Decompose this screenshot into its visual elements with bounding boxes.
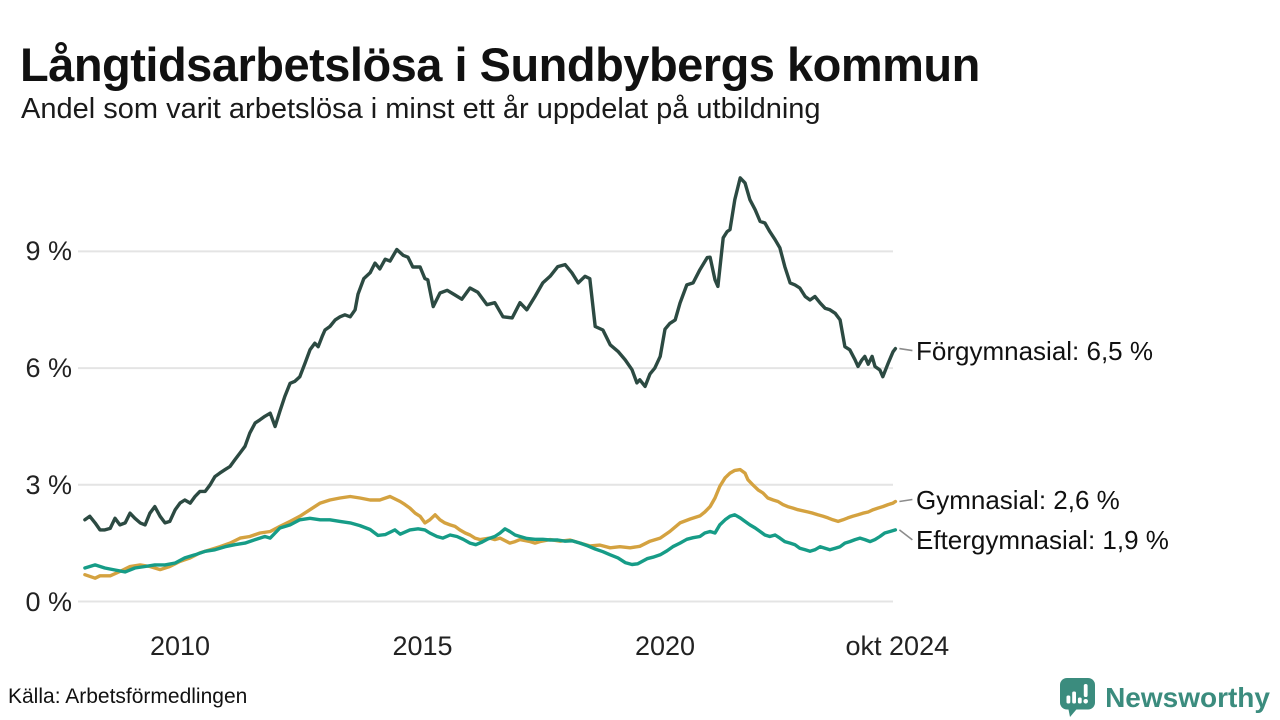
y-tick-label-0: 0 % [25, 586, 72, 617]
newsworthy-wordmark: Newsworthy [1105, 681, 1270, 713]
series-line-forgymnasial [83, 176, 898, 532]
newsworthy-logo-icon [1060, 678, 1096, 717]
x-tick-label-2010: 2010 [149, 631, 211, 661]
series-end-label-gymnasial: Gymnasial: 2,6 % [916, 484, 1120, 515]
x-tick-label-okt-2024: okt 2024 [845, 631, 950, 661]
y-tick-label-9: 9 % [25, 236, 72, 267]
newsworthy-brand: Newsworthy [1059, 677, 1270, 718]
source-note: Källa: Arbetsförmedlingen [8, 685, 248, 708]
label-connector-forgymnasial [899, 347, 913, 352]
series-line-gymnasial [83, 467, 898, 580]
chart-subtitle: Andel som varit arbetslösa i minst ett å… [21, 93, 821, 125]
series-end-label-eftergymnasial: Eftergymnasial: 1,9 % [916, 524, 1169, 555]
series-end-label-forgymnasial: Förgymnasial: 6,5 % [916, 335, 1153, 366]
x-tick-label-2020: 2020 [634, 631, 696, 661]
y-tick-label-6: 6 % [25, 353, 72, 384]
label-connector-eftergymnasial [898, 529, 913, 541]
page-title: Långtidsarbetslösa i Sundbybergs kommun [20, 38, 980, 92]
label-connector-gymnasial [899, 498, 913, 503]
x-tick-label-2015: 2015 [392, 631, 453, 661]
series-line-eftergymnasial [83, 513, 898, 574]
y-tick-label-3: 3 % [25, 469, 72, 500]
